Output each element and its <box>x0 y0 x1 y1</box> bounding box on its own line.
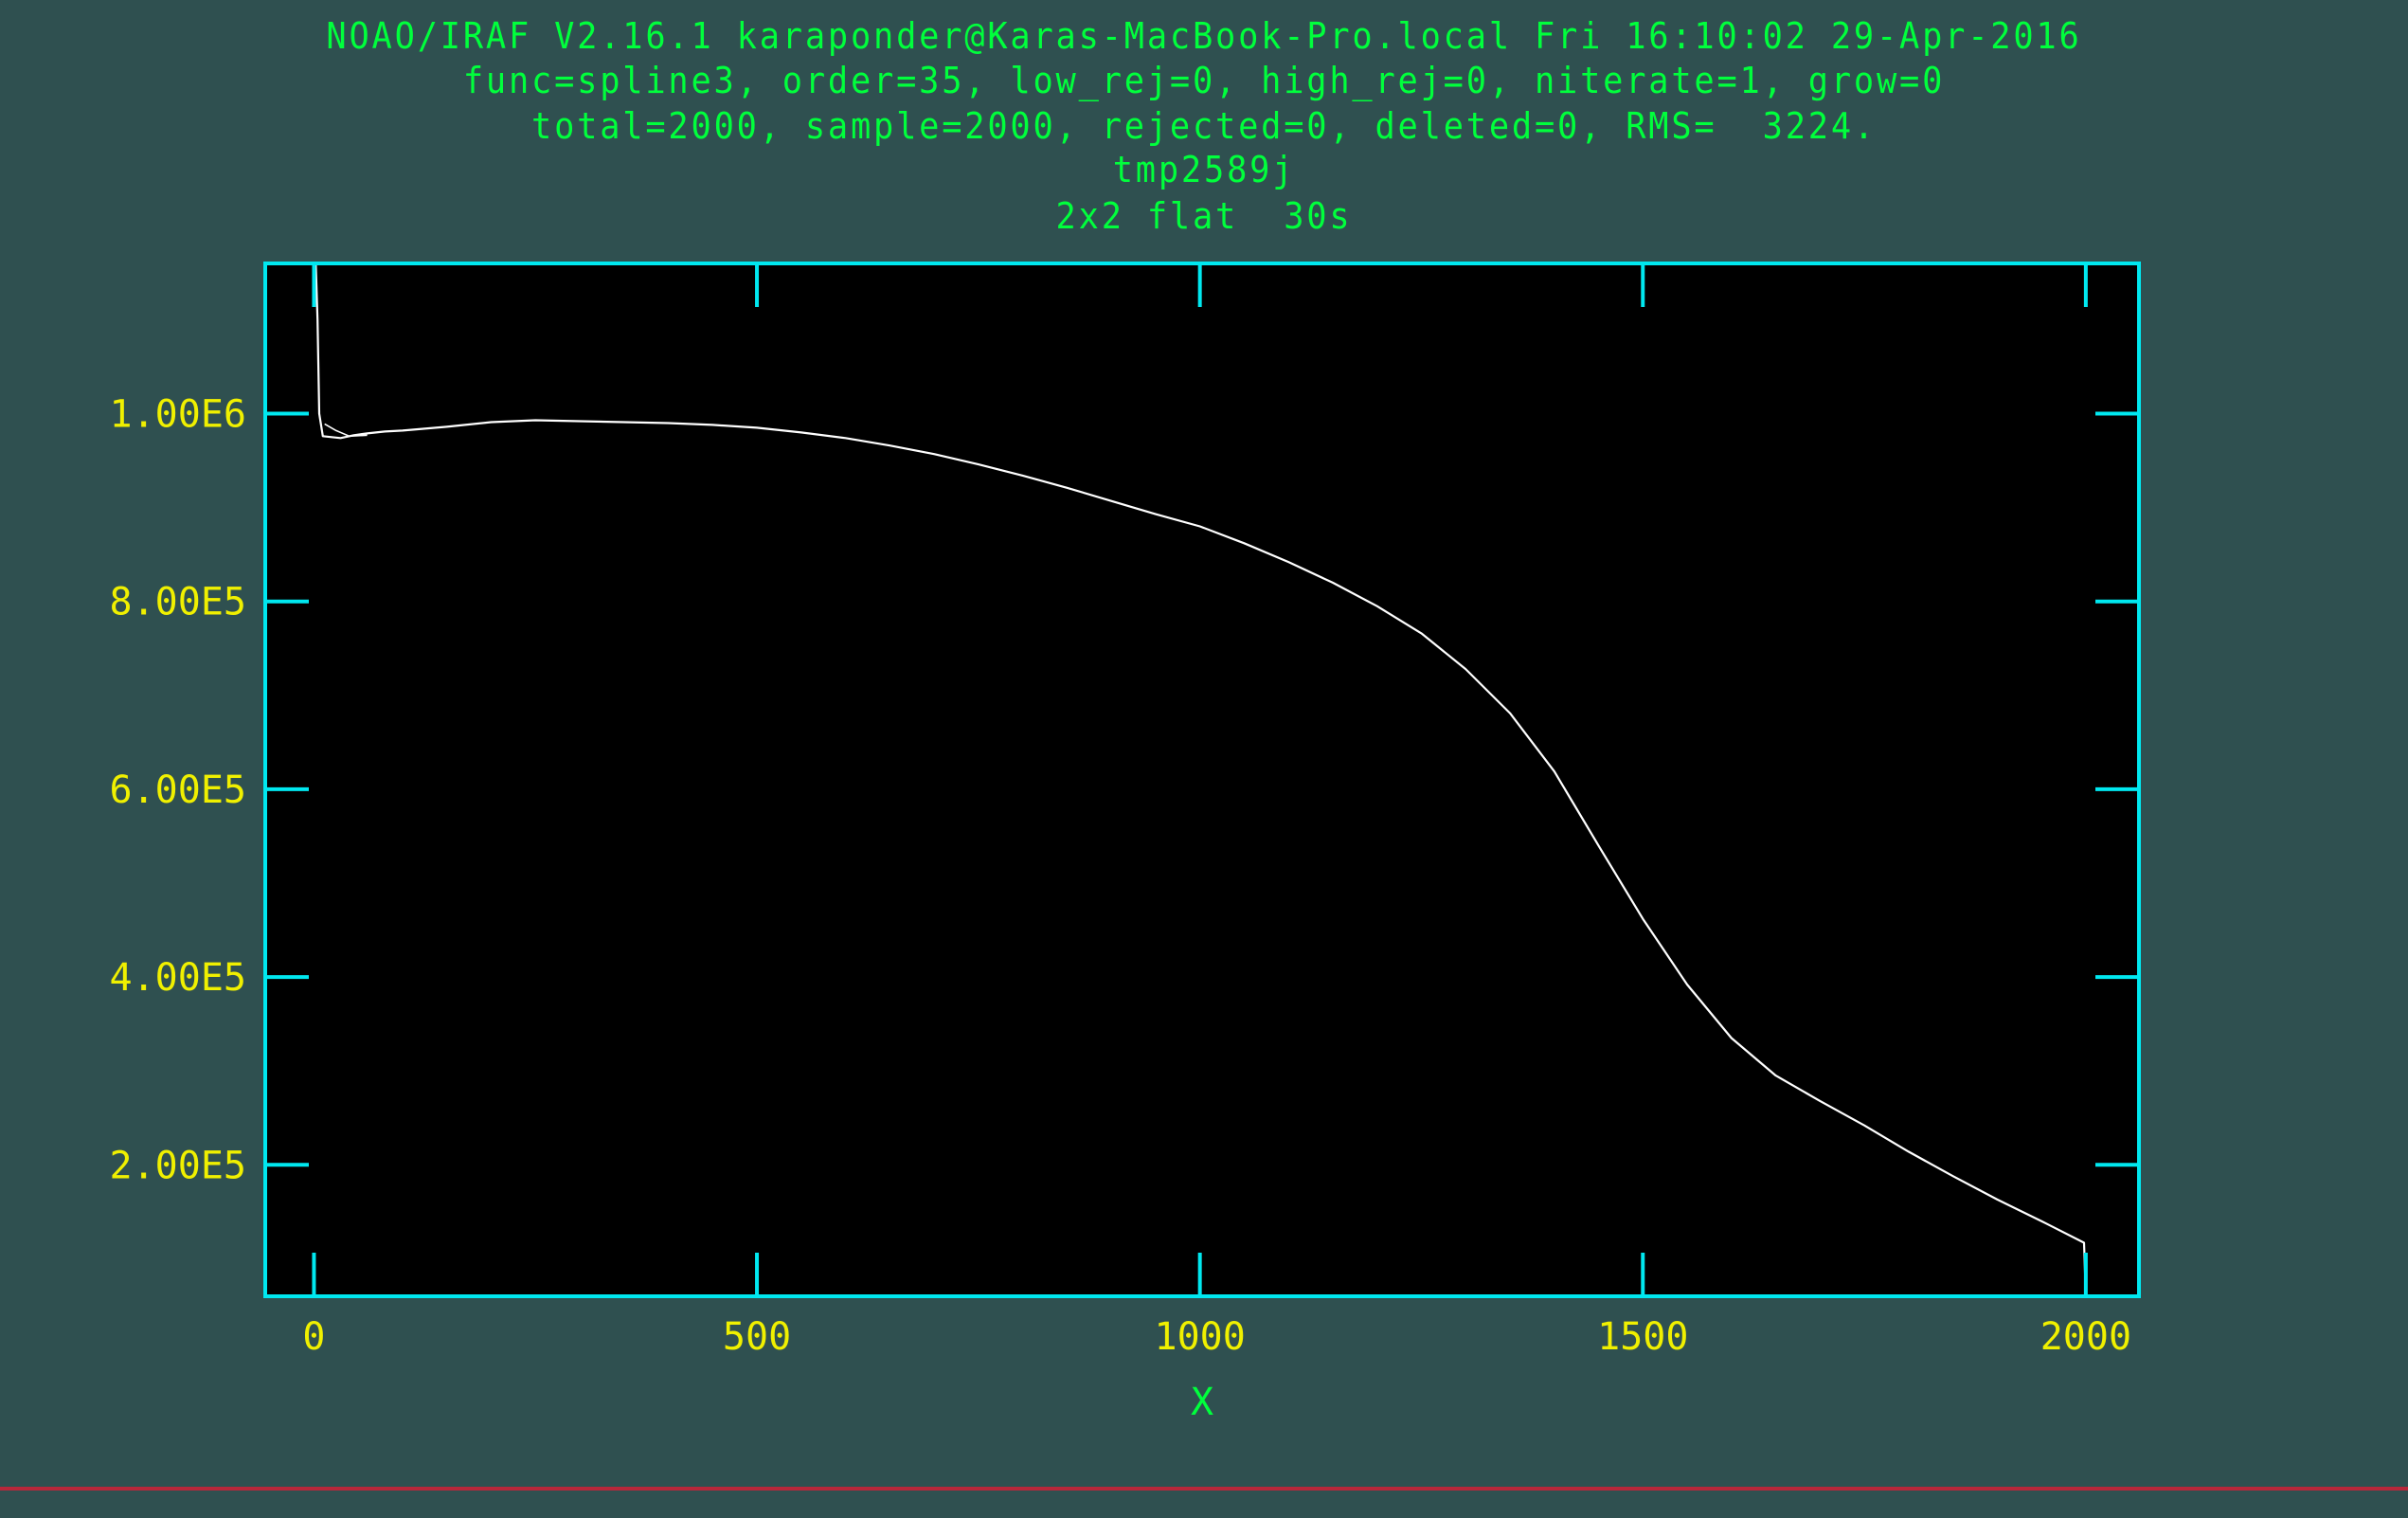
plot-frame <box>263 262 2141 1298</box>
plot-header-line-4: tmp2589j <box>1112 149 1296 190</box>
plot-header-line-5: 2x2 flat 30s <box>1055 195 1353 237</box>
x-axis-label: X <box>1191 1381 1213 1424</box>
y-tick-label: 1.00E6 <box>110 393 247 437</box>
y-tick-label: 2.00E5 <box>110 1144 247 1187</box>
plot-header-line-2: func=spline3, order=35, low_rej=0, high_… <box>462 60 1946 101</box>
ticks-layer: 0 500 1000 1500 2000 2.00E5 4.00E5 6.00E5 8.00E5… <box>110 263 2139 1359</box>
plot-header-line-1: NOAO/IRAF V2.16.1 karaponder@Karas-MacBo… <box>326 15 2082 57</box>
x-tick-label: 2000 <box>2040 1315 2131 1359</box>
y-tick-label: 6.00E5 <box>110 768 247 812</box>
y-tick-label: 8.00E5 <box>110 581 247 624</box>
y-tick-label: 4.00E5 <box>110 956 247 1000</box>
x-tick-label: 500 <box>723 1315 791 1359</box>
data-layer <box>314 262 2087 1297</box>
plot-header-line-3: total=2000, sample=2000, rejected=0, del… <box>531 105 1877 147</box>
bottom-rule <box>0 1487 2408 1491</box>
plot-background <box>265 263 2139 1296</box>
x-tick-label: 0 <box>302 1315 325 1359</box>
data-series-line-2 <box>324 423 368 438</box>
data-series-line-1 <box>314 262 2087 1297</box>
x-tick-label: 1000 <box>1154 1315 1245 1359</box>
x-tick-label: 1500 <box>1597 1315 1688 1359</box>
